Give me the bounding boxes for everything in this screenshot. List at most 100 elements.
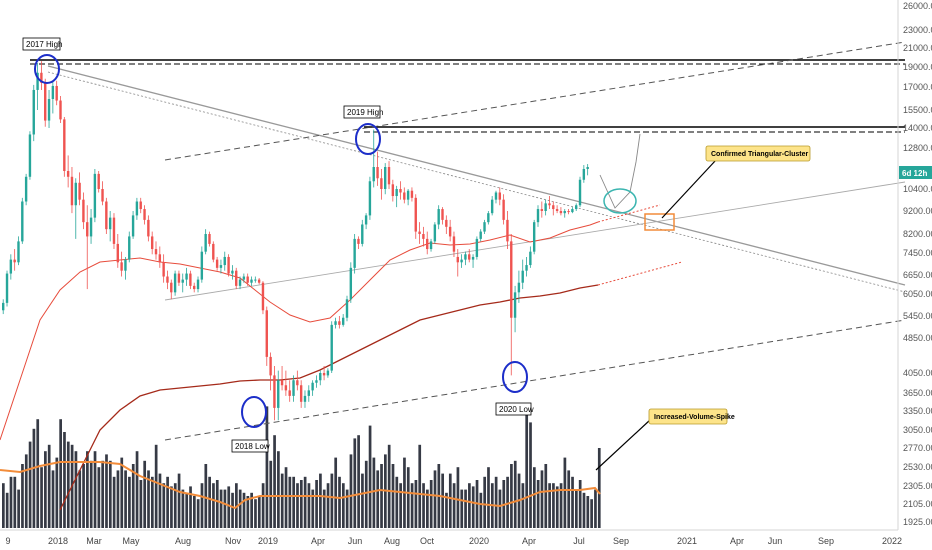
volume-bar	[299, 480, 303, 528]
candle-body	[513, 292, 517, 318]
callout-triangular-cluster: Confirmed Triangular-Cluster	[661, 145, 811, 219]
volume-bar	[487, 467, 490, 528]
candle-body	[510, 241, 513, 318]
candle-body	[93, 173, 97, 218]
volume-bar	[311, 489, 315, 528]
candle-body	[51, 85, 55, 100]
candle-body	[460, 259, 463, 263]
volume-bar	[24, 454, 28, 528]
time-tick-label: Nov	[225, 536, 242, 546]
volume-bar	[468, 483, 471, 528]
annotations	[34, 54, 675, 428]
candle-body	[97, 173, 100, 189]
volume-bar	[227, 486, 231, 528]
volume-bar	[128, 476, 131, 528]
candle-body	[471, 256, 475, 260]
circle-2017-high	[34, 54, 60, 84]
volume-bar	[563, 457, 567, 528]
candle-body	[540, 209, 544, 211]
candle-body	[21, 201, 24, 242]
candle-body	[315, 380, 318, 383]
volume-bar	[101, 460, 105, 528]
price-tick-label: 15500.00	[903, 105, 932, 115]
volume-bar	[269, 460, 273, 528]
price-tick-label: 5450.00	[903, 311, 932, 321]
volume-bar	[89, 460, 93, 528]
price-tick-label: 4850.00	[903, 333, 932, 343]
circle-2018-low	[241, 396, 267, 428]
candle-body	[254, 279, 257, 281]
volume-bar	[353, 438, 357, 528]
time-tick-label: Apr	[522, 536, 536, 546]
candle-body	[63, 119, 66, 171]
volume-bar	[349, 454, 353, 528]
candle-body	[158, 254, 162, 263]
svg-text:2020 Low: 2020 Low	[499, 405, 534, 414]
volume-bar	[494, 476, 498, 528]
candle-body	[578, 179, 582, 206]
price-tick-label: 3350.00	[903, 406, 932, 416]
volume-bar	[452, 483, 456, 528]
candle-body	[410, 190, 414, 198]
candle-body	[193, 285, 196, 290]
candle-body	[82, 199, 85, 223]
volume-bar	[208, 476, 211, 528]
candle-body	[135, 201, 139, 216]
candle-body	[349, 267, 353, 300]
volume-bar	[143, 460, 147, 528]
volume-bar	[59, 419, 62, 528]
volume-bar	[288, 476, 292, 528]
candle-body	[78, 182, 81, 200]
volume-bar	[483, 476, 487, 528]
candle-body	[479, 231, 482, 239]
volume-bar	[21, 464, 24, 528]
svg-text:2017 High: 2017 High	[26, 40, 62, 49]
volume-bar	[193, 496, 196, 528]
volume-bar	[536, 480, 540, 528]
svg-text:2018 Low: 2018 Low	[235, 442, 270, 451]
price-tick-label: 6050.00	[903, 289, 932, 299]
volume-bar	[66, 441, 70, 528]
volume-bar	[544, 464, 548, 528]
candle-body	[59, 100, 62, 120]
candle-body	[559, 211, 563, 214]
time-tick-label: May	[122, 536, 140, 546]
volume-bar	[158, 473, 162, 528]
time-tick-label: 2020	[469, 536, 489, 546]
candle-body	[5, 273, 9, 303]
time-tick-label: Sep	[818, 536, 834, 546]
volume-bar	[97, 467, 101, 528]
volume-bar	[406, 467, 410, 528]
candle-body	[147, 219, 150, 237]
volume-bar	[456, 467, 460, 528]
candle-body	[280, 380, 284, 386]
price-tick-label: 19000.00	[903, 62, 932, 72]
volume-bar	[150, 476, 154, 528]
volume-bar	[40, 467, 43, 528]
candle-body	[231, 270, 234, 274]
candle-body	[227, 256, 230, 274]
candle-body	[490, 199, 494, 214]
price-axis: 26000.00 23000.00 21000.00 19000.00 17000.00…	[903, 1, 932, 527]
volume-bar	[445, 492, 448, 528]
volume-bar	[532, 467, 536, 528]
descending-trendline-dotted	[47, 71, 906, 293]
candle-body	[303, 395, 307, 402]
volume-bar	[540, 470, 544, 528]
volume-bar	[521, 483, 525, 528]
candle-body	[456, 256, 459, 263]
candle-body	[296, 380, 299, 386]
candle-body	[89, 217, 93, 237]
volume-bar	[120, 457, 124, 528]
price-tick-label: 2530.00	[903, 462, 932, 472]
candle-body	[429, 241, 433, 250]
candle-body	[464, 254, 467, 260]
volume-bar	[131, 464, 135, 528]
volume-bar	[47, 444, 51, 528]
volume-bar	[296, 483, 299, 528]
label-2018-low: 2018 Low	[231, 439, 270, 453]
volume-bar	[460, 489, 464, 528]
candle-body	[319, 373, 322, 381]
volume-bar	[357, 435, 360, 528]
